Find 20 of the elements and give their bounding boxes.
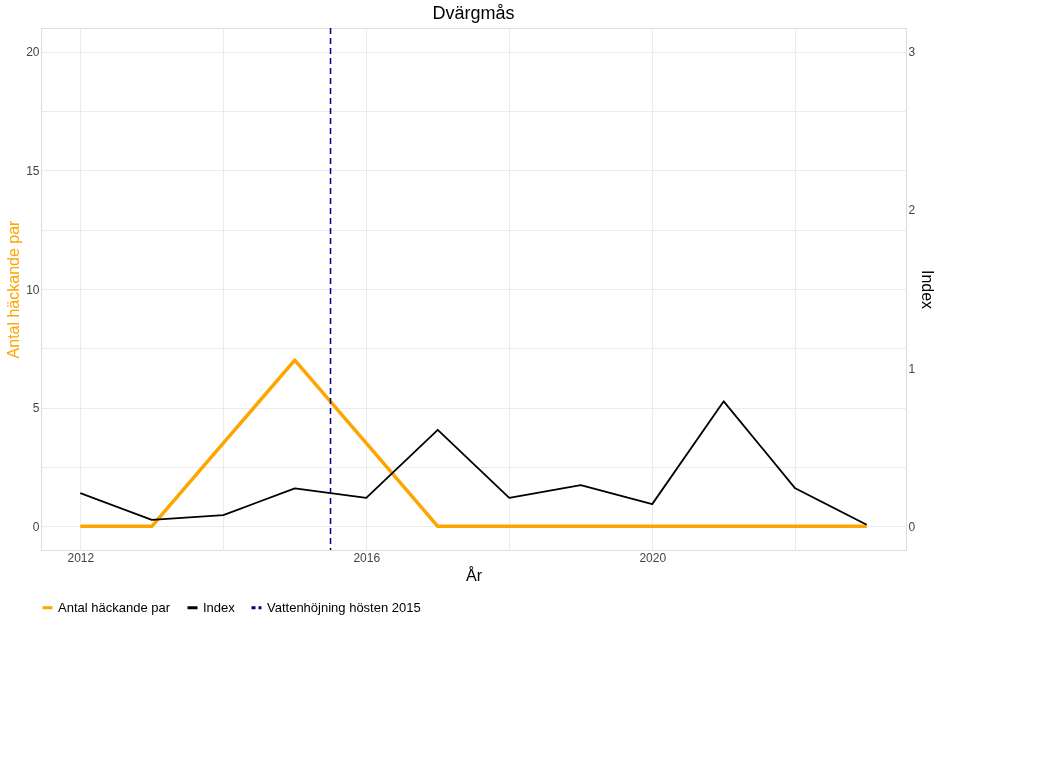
y-tick-label: 20 <box>26 45 40 60</box>
x-axis-title: År <box>466 565 483 584</box>
y2-tick-label: 0 <box>908 519 916 534</box>
legend-label: Index <box>203 599 236 615</box>
y-tick-label: 5 <box>32 401 40 416</box>
chart-title: Dvärgmås <box>432 3 515 24</box>
x-tick-label: 2020 <box>639 550 667 565</box>
x-tick-label: 2016 <box>353 550 381 565</box>
y2-tick-label: 3 <box>908 45 916 60</box>
y2-tick-label: 2 <box>908 203 916 218</box>
x-tick-label: 2012 <box>67 550 95 565</box>
y2-axis-title: Index <box>919 269 937 310</box>
line-series <box>79 400 868 526</box>
legend-label: Vattenhöjning hösten 2015 <box>267 599 421 615</box>
y-tick-label: 15 <box>26 163 40 178</box>
legend-label: Antal häckande par <box>58 599 171 615</box>
y-axis-title: Antal häckande par <box>5 219 23 359</box>
y2-tick-label: 1 <box>908 361 916 376</box>
y-tick-label: 10 <box>26 282 40 297</box>
y-tick-label: 0 <box>32 519 40 534</box>
